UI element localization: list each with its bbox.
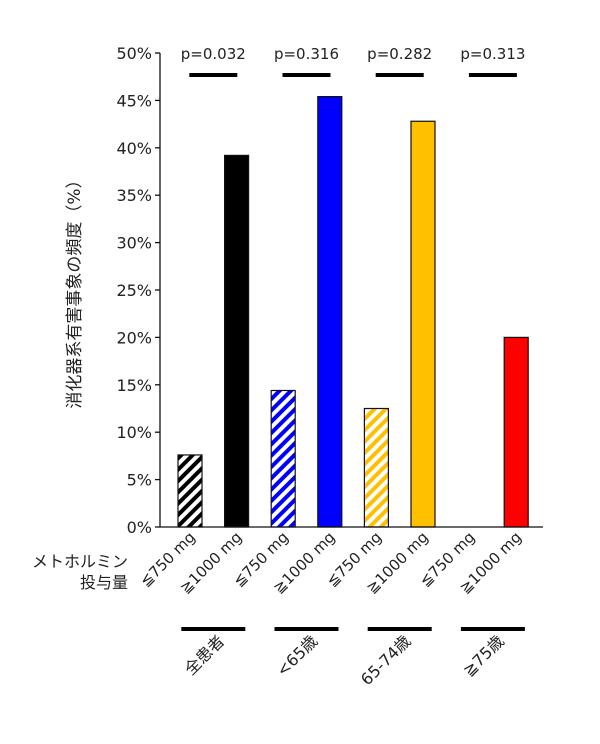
group-label: 65-74歳 [357,631,415,689]
group-labels: 全患者 <65歳 65-74歳 ≧75歳 [181,627,525,689]
y-tick-label: 45% [116,91,152,110]
y-tick-label: 50% [116,44,152,63]
dose-label-line-2: 投与量 [79,573,128,592]
p-value-label: p=0.032 [181,45,246,63]
group-label: ≧75歳 [459,631,508,680]
bar [177,454,203,528]
bar [363,407,389,528]
y-tick-label: 10% [116,423,152,442]
y-ticks: 0% 5% 10% 15% 20% 25% 30% 35% 40% 45% 50% [116,44,160,537]
bar [317,96,343,528]
y-axis-title: 消化器系有害事象の頻度（%） [65,171,85,408]
y-tick-label: 5% [127,471,152,490]
bars [177,96,529,528]
dose-label: メトホルミン 投与量 [8,551,128,593]
x-tick-labels: ≦750 mg≧1000 mg≦750 mg≧1000 mg≦750 mg≧10… [137,528,526,597]
y-tick-label: 25% [116,281,152,300]
bar [270,389,296,528]
y-tick-label: 20% [116,328,152,347]
p-value-label: p=0.316 [274,45,339,63]
group-label: 全患者 [181,631,228,678]
y-tick-label: 0% [127,518,152,537]
p-value-label: p=0.313 [460,45,525,63]
p-value-label: p=0.282 [367,45,432,63]
bar [410,120,436,528]
dose-label-line-1: メトホルミン [31,552,128,571]
y-tick-label: 30% [116,234,152,253]
y-tick-label: 40% [116,139,152,158]
y-tick-label: 35% [116,186,152,205]
bar [224,154,250,528]
bar [503,336,529,528]
y-tick-label: 15% [116,376,152,395]
group-label: <65歳 [273,631,322,680]
p-value-annotations: p=0.032 p=0.316 p=0.282 p=0.313 [181,45,525,77]
